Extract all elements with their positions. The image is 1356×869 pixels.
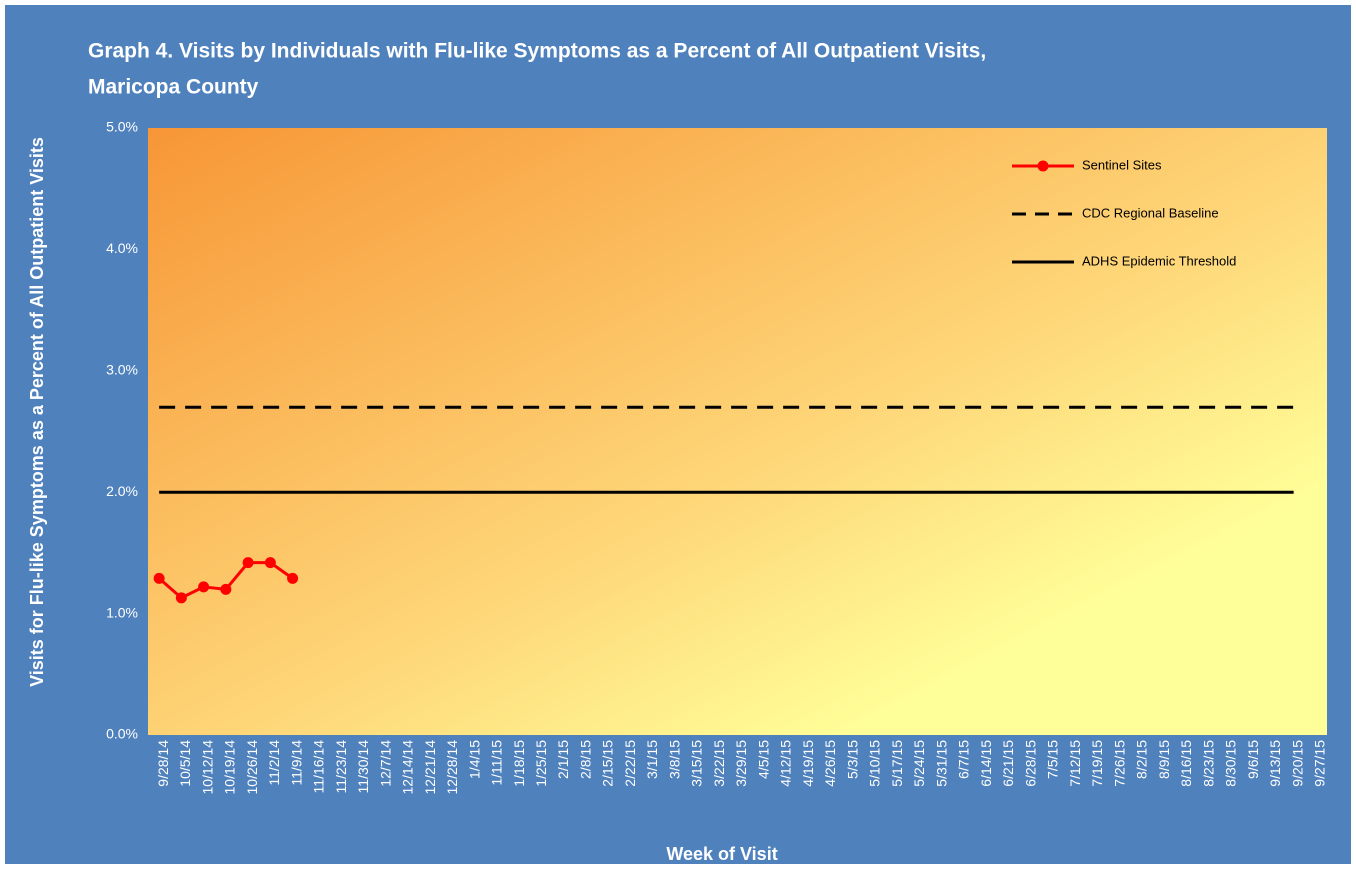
x-tick-label: 2/22/15 (622, 740, 638, 787)
x-tick-label: 11/2/14 (266, 740, 282, 786)
y-axis-title: Visits for Flu-like Symptoms as a Percen… (27, 137, 47, 687)
legend-marker (1037, 160, 1049, 172)
series-marker (153, 572, 165, 584)
x-tick-label: 10/19/14 (222, 740, 238, 795)
x-tick-label: 6/28/15 (1022, 740, 1038, 787)
legend-label: CDC Regional Baseline (1082, 205, 1219, 220)
x-tick-label: 11/9/14 (288, 740, 304, 786)
x-tick-label: 4/19/15 (800, 740, 816, 787)
x-tick-label: 8/9/15 (1156, 740, 1172, 779)
x-tick-label: 10/5/14 (177, 740, 193, 787)
x-tick-label: 9/20/15 (1289, 740, 1305, 787)
series-marker (287, 572, 299, 584)
x-tick-label: 11/16/14 (311, 740, 327, 794)
x-tick-label: 1/18/15 (511, 740, 527, 787)
y-tick-label: 2.0% (106, 483, 138, 499)
x-tick-label: 6/14/15 (978, 740, 994, 787)
x-tick-label: 12/14/14 (400, 740, 416, 795)
series-marker (220, 583, 232, 595)
y-tick-label: 4.0% (106, 240, 138, 256)
legend-label: ADHS Epidemic Threshold (1082, 253, 1236, 268)
x-tick-label: 5/3/15 (844, 740, 860, 779)
x-tick-label: 7/19/15 (1089, 740, 1105, 787)
x-tick-label: 9/6/15 (1245, 740, 1261, 779)
x-tick-label: 12/28/14 (444, 740, 460, 795)
x-tick-label: 3/15/15 (689, 740, 705, 787)
x-tick-label: 2/8/15 (577, 740, 593, 779)
series-marker (242, 557, 254, 569)
x-tick-label: 8/16/15 (1178, 740, 1194, 787)
x-tick-label: 4/12/15 (778, 740, 794, 787)
x-tick-label: 9/28/14 (155, 740, 171, 787)
x-tick-label: 12/21/14 (422, 740, 438, 795)
x-tick-label: 3/1/15 (644, 740, 660, 779)
series-marker (175, 592, 187, 604)
x-tick-label: 11/23/14 (333, 740, 349, 794)
x-tick-label: 9/27/15 (1312, 740, 1328, 787)
x-tick-label: 3/29/15 (733, 740, 749, 787)
legend-label: Sentinel Sites (1082, 157, 1162, 172)
x-axis-title: Week of Visit (666, 844, 777, 864)
x-tick-label: 4/5/15 (755, 740, 771, 779)
y-tick-label: 0.0% (106, 726, 138, 742)
x-tick-label: 2/1/15 (555, 740, 571, 779)
x-tick-label: 6/21/15 (1000, 740, 1016, 787)
x-tick-label: 9/13/15 (1267, 740, 1283, 787)
x-tick-label: 3/8/15 (666, 740, 682, 779)
y-tick-label: 5.0% (106, 119, 138, 135)
series-marker (264, 557, 276, 569)
x-tick-label: 11/30/14 (355, 740, 371, 794)
x-tick-label: 1/11/15 (489, 740, 505, 786)
x-tick-label: 12/7/14 (377, 740, 393, 787)
y-tick-label: 1.0% (106, 604, 138, 620)
x-tick-label: 2/15/15 (600, 740, 616, 787)
x-tick-label: 5/10/15 (867, 740, 883, 787)
x-tick-label: 4/26/15 (822, 740, 838, 787)
x-tick-label: 5/17/15 (889, 740, 905, 787)
x-tick-label: 10/26/14 (244, 740, 260, 795)
chart-title: Maricopa County (88, 76, 259, 99)
y-tick-label: 3.0% (106, 362, 138, 378)
series-marker (198, 581, 210, 593)
x-tick-label: 8/30/15 (1223, 740, 1239, 787)
legend: Sentinel Sites CDC Regional Baseline ADHS … (1012, 157, 1236, 268)
x-tick-label: 7/5/15 (1045, 740, 1061, 779)
x-tick-label: 10/12/14 (199, 740, 215, 795)
x-tick-label: 8/2/15 (1134, 740, 1150, 779)
x-tick-label: 1/25/15 (533, 740, 549, 787)
x-tick-label: 5/31/15 (933, 740, 949, 787)
x-tick-label: 7/12/15 (1067, 740, 1083, 787)
plot-area (148, 128, 1327, 735)
x-tick-label: 7/26/15 (1111, 740, 1127, 787)
x-tick-label: 5/24/15 (911, 740, 927, 787)
x-tick-label: 6/7/15 (956, 740, 972, 779)
x-tick-label: 8/23/15 (1200, 740, 1216, 787)
x-tick-label: 1/4/15 (466, 740, 482, 779)
chart-title: Graph 4. Visits by Individuals with Flu-… (88, 40, 986, 63)
x-tick-label: 3/22/15 (711, 740, 727, 787)
